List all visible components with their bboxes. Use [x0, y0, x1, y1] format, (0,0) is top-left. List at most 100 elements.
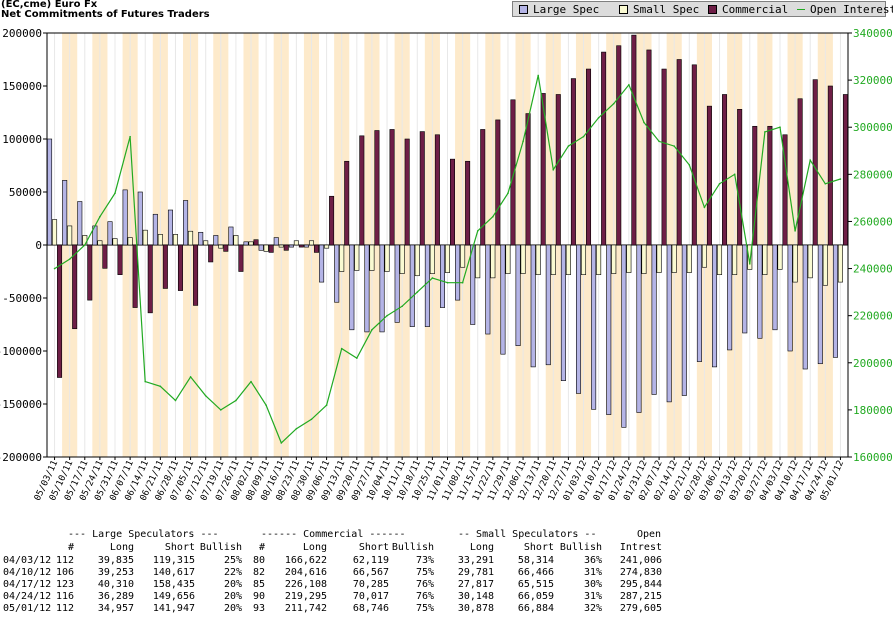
bar-small-spec	[384, 244, 390, 272]
bar-commercial	[767, 125, 773, 246]
bar-small-spec	[611, 244, 617, 274]
bar-commercial	[842, 94, 848, 246]
bar-large-spec	[198, 231, 204, 246]
point-open-interest	[492, 215, 494, 218]
bar-commercial	[389, 129, 395, 246]
table-cell: 66,059	[517, 591, 554, 602]
bar-commercial	[449, 158, 455, 246]
bar-commercial	[193, 244, 199, 306]
bar-commercial	[359, 135, 365, 246]
table-cell: 158,435	[152, 579, 195, 590]
point-open-interest	[295, 427, 298, 430]
header-small-speculators: -- Small Speculators --	[458, 529, 597, 540]
bar-commercial	[298, 244, 304, 248]
bar-large-spec	[742, 244, 748, 334]
point-open-interest	[356, 357, 358, 359]
point-open-interest	[673, 145, 675, 147]
table-cell: 241,006	[619, 555, 662, 566]
legend-label-open-interest: Open Interest	[810, 3, 893, 16]
y2-tick-label: 280000	[853, 168, 893, 181]
y-tick-label: 150000	[2, 80, 42, 93]
table-cell: 20%	[223, 603, 242, 614]
point-open-interest	[718, 182, 721, 185]
bar-small-spec	[520, 244, 526, 274]
point-open-interest	[159, 385, 162, 388]
legend-line-open-interest	[797, 9, 805, 10]
table-cell: 116	[55, 591, 74, 602]
table-cell: 274,830	[619, 567, 662, 578]
bar-commercial	[691, 64, 697, 246]
bar-large-spec	[258, 244, 264, 251]
point-open-interest	[235, 399, 237, 402]
y-tick-label: 0	[35, 239, 42, 252]
table-cell: 62,119	[352, 555, 389, 566]
legend-swatch-large-spec	[519, 5, 528, 14]
bar-small-spec	[701, 244, 707, 268]
bar-small-spec	[82, 235, 88, 246]
point-open-interest	[582, 135, 585, 138]
bar-small-spec	[188, 230, 194, 246]
table-cell: 106	[55, 567, 74, 578]
column-header: Short	[164, 542, 195, 553]
bar-small-spec	[308, 240, 314, 246]
table-cell: 32%	[583, 603, 602, 614]
table-cell: 27,817	[457, 579, 494, 590]
point-open-interest	[446, 281, 449, 284]
bar-small-spec	[203, 240, 209, 246]
bar-small-spec	[490, 244, 496, 279]
point-open-interest	[68, 258, 71, 260]
bar-commercial	[404, 138, 410, 246]
table-cell: 34,957	[97, 603, 134, 614]
bar-commercial	[344, 160, 350, 246]
table-cell: 20%	[223, 579, 242, 590]
y2-tick-label: 260000	[853, 215, 893, 228]
bar-commercial	[752, 125, 758, 246]
table-cell: 30,878	[457, 603, 494, 614]
point-open-interest	[325, 404, 328, 406]
bar-commercial	[812, 79, 818, 246]
bar-large-spec	[560, 244, 566, 381]
bar-small-spec	[172, 234, 178, 246]
bar-small-spec	[762, 244, 768, 275]
point-open-interest	[809, 159, 812, 161]
point-open-interest	[250, 380, 252, 383]
bar-small-spec	[52, 219, 58, 246]
table-cell: 90	[252, 591, 265, 602]
bar-large-spec	[137, 191, 143, 246]
bar-small-spec	[822, 244, 828, 286]
bar-large-spec	[213, 235, 219, 246]
bar-small-spec	[233, 235, 239, 246]
legend-label-large-spec: Large Spec	[533, 3, 600, 16]
bar-large-spec	[576, 244, 582, 394]
column-header: #	[258, 542, 265, 553]
row-date: 05/01/12	[3, 603, 52, 614]
bar-small-spec	[686, 244, 692, 273]
bar-commercial	[238, 244, 244, 272]
bar-commercial	[102, 244, 108, 269]
bar-large-spec	[409, 244, 415, 327]
point-open-interest	[431, 277, 434, 279]
point-open-interest	[839, 178, 842, 180]
table-cell: 76%	[415, 591, 434, 602]
bar-commercial	[510, 99, 516, 246]
table-cell: 204,616	[284, 567, 327, 578]
bar-small-spec	[67, 225, 73, 246]
header-commercial: ------ Commercial ------	[261, 529, 406, 540]
point-open-interest	[310, 418, 313, 421]
table-cell: 123	[55, 579, 74, 590]
point-open-interest	[114, 192, 116, 194]
column-header: Bullish	[199, 542, 242, 553]
bar-commercial	[329, 195, 335, 246]
bar-commercial	[313, 244, 319, 253]
bar-large-spec	[47, 138, 53, 246]
bar-small-spec	[550, 244, 556, 275]
point-open-interest	[567, 145, 570, 147]
table-cell: 140,617	[152, 567, 195, 578]
bar-large-spec	[817, 244, 823, 365]
y2-tick-label: 180000	[853, 404, 893, 417]
bar-small-spec	[293, 240, 299, 246]
bar-commercial	[525, 113, 531, 246]
column-header: Short	[358, 542, 389, 553]
bar-commercial	[72, 244, 78, 330]
bar-large-spec	[152, 213, 158, 246]
